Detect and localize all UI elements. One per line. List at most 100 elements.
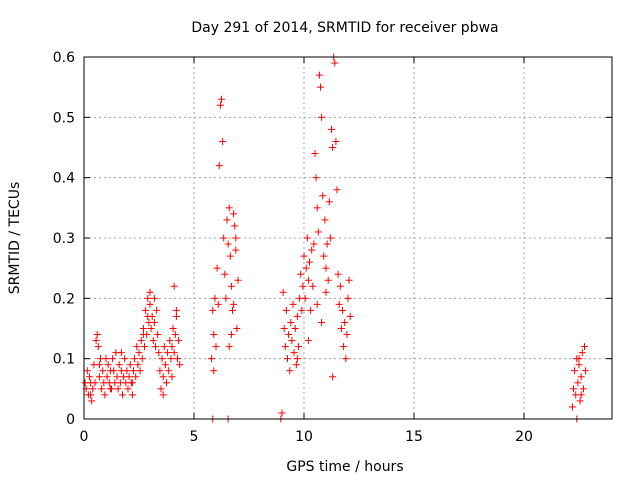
data-point: [168, 343, 176, 351]
data-point: [227, 331, 235, 339]
data-point: [106, 385, 114, 393]
data-point: [170, 282, 178, 290]
data-point: [161, 361, 169, 369]
data-point: [152, 343, 159, 351]
data-point: [288, 337, 296, 345]
data-point: [209, 306, 217, 314]
data-point: [306, 258, 313, 266]
data-point: [317, 83, 324, 91]
y-tick-label: 0.3: [53, 231, 75, 247]
data-point: [582, 367, 590, 375]
data-point: [313, 204, 321, 212]
data-point: [318, 318, 326, 326]
data-point: [87, 391, 95, 399]
data-point: [222, 294, 230, 302]
data-point: [570, 385, 577, 393]
data-point: [219, 137, 227, 145]
chart-title: Day 291 of 2014, SRMTID for receiver pbw…: [191, 20, 498, 36]
data-point: [295, 343, 302, 351]
data-point: [121, 355, 129, 363]
y-tick-label: 0.6: [53, 50, 75, 66]
data-point: [208, 355, 216, 363]
data-point: [326, 234, 334, 242]
data-point: [130, 367, 137, 375]
data-point: [335, 300, 343, 308]
data-point: [102, 355, 110, 363]
data-point: [89, 385, 97, 393]
data-point: [176, 361, 184, 369]
data-point: [132, 373, 140, 381]
data-point: [232, 234, 240, 242]
data-point: [93, 331, 101, 339]
data-point: [293, 355, 301, 363]
data-point: [308, 246, 316, 254]
data-point: [95, 373, 103, 381]
data-point: [231, 222, 239, 230]
data-point: [343, 331, 351, 339]
data-point: [311, 150, 319, 158]
data-point: [329, 144, 337, 151]
y-tick-label: 0.4: [53, 171, 75, 187]
data-point: [284, 355, 291, 363]
data-point: [289, 300, 297, 308]
data-point: [139, 325, 147, 332]
data-point: [142, 306, 150, 314]
data-point: [229, 306, 236, 314]
y-axis-label: SRMTID / TECUs: [7, 182, 23, 295]
data-point: [128, 391, 136, 399]
data-point: [114, 385, 122, 393]
data-point: [136, 367, 144, 375]
data-point: [574, 379, 582, 387]
data-point: [322, 264, 330, 272]
data-point: [167, 355, 175, 363]
data-point: [159, 391, 167, 399]
data-points: [81, 53, 590, 423]
data-point: [298, 306, 306, 314]
data-point: [123, 367, 131, 375]
data-point: [166, 337, 174, 345]
data-point: [280, 325, 288, 332]
data-point: [577, 391, 585, 399]
data-point: [227, 282, 235, 290]
data-point: [322, 288, 330, 296]
data-point: [221, 270, 229, 278]
data-point: [325, 198, 333, 206]
data-point: [172, 312, 180, 320]
data-point: [137, 337, 145, 345]
data-point: [336, 282, 344, 290]
data-point: [125, 373, 133, 381]
x-tick-label: 20: [515, 429, 533, 445]
data-point: [155, 349, 163, 357]
data-point: [146, 300, 154, 308]
axis-ticks: 0 0.1 0.2 0.3 0.4 0.5 0.6 0 5 10 15 20: [53, 50, 612, 445]
data-point: [83, 367, 91, 375]
data-point: [300, 252, 308, 260]
data-point: [135, 349, 143, 357]
data-point: [292, 361, 300, 369]
data-point: [95, 361, 103, 369]
data-point: [578, 349, 586, 357]
data-point: [158, 355, 166, 363]
data-point: [234, 276, 242, 284]
data-point: [571, 367, 579, 375]
data-point: [99, 367, 107, 375]
data-point: [577, 373, 585, 381]
data-point: [109, 355, 117, 363]
data-point: [301, 294, 309, 302]
data-point: [215, 162, 223, 170]
data-point: [340, 343, 348, 351]
data-point: [342, 355, 350, 363]
data-point: [149, 337, 157, 345]
data-point: [134, 361, 142, 369]
data-point: [575, 355, 583, 363]
data-point: [119, 391, 126, 399]
data-point: [175, 337, 183, 345]
data-point: [226, 252, 234, 260]
data-point: [345, 276, 353, 284]
data-point: [329, 373, 337, 381]
data-point: [156, 367, 164, 375]
x-tick-label: 15: [405, 429, 423, 445]
data-point: [170, 349, 178, 357]
data-point: [159, 373, 167, 381]
